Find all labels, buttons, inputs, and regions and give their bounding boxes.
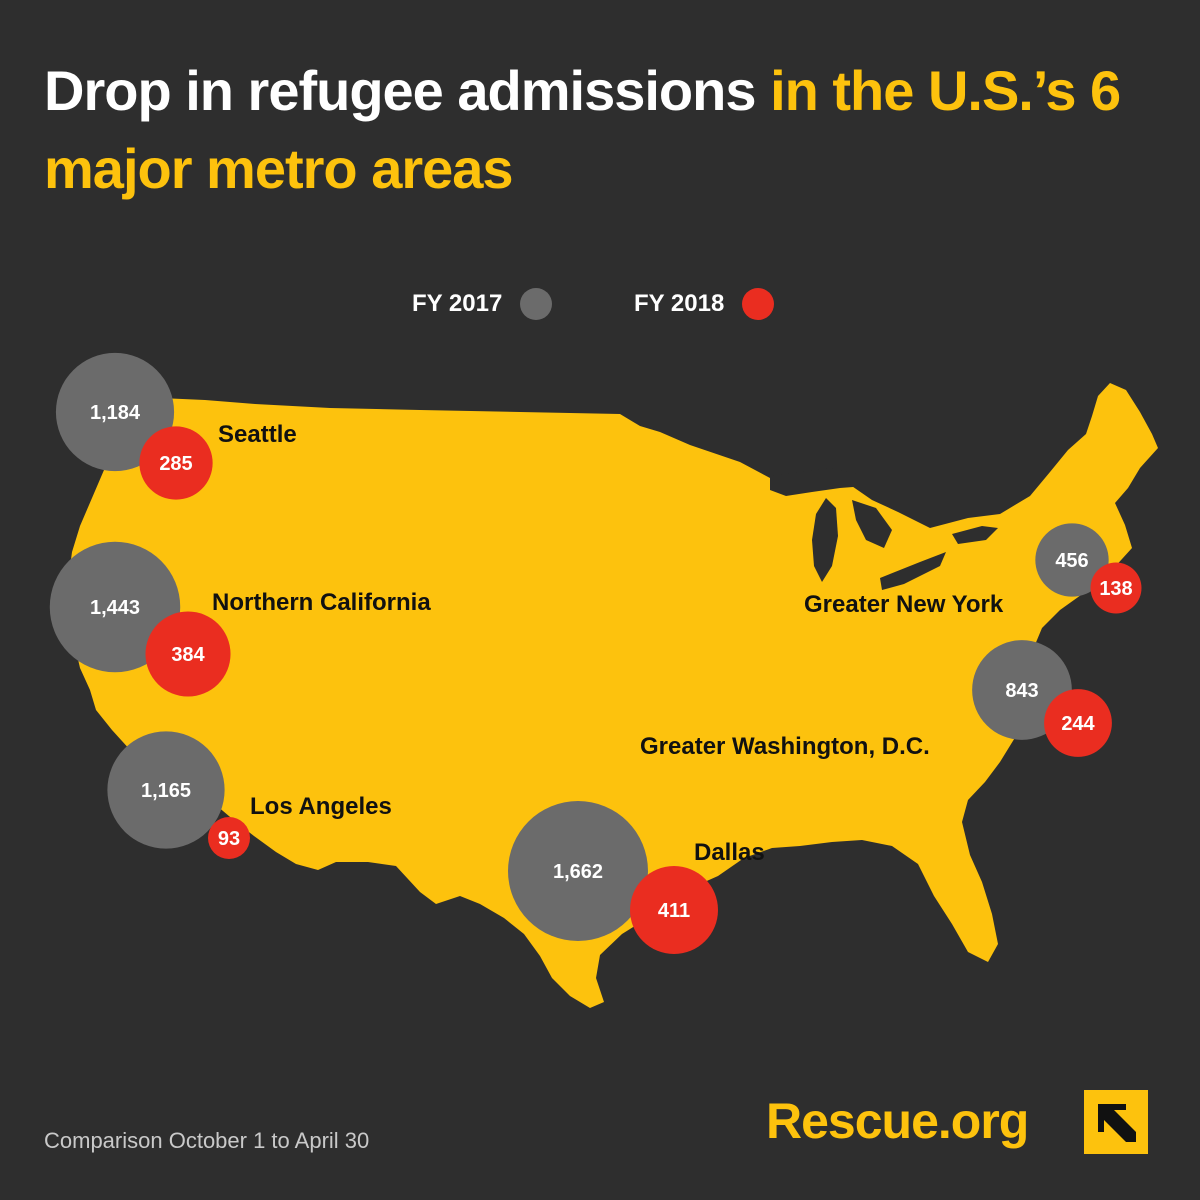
bubble-fy2018-seattle	[139, 426, 213, 500]
metro-label-greater-washington-d-c: Greater Washington, D.C.	[640, 733, 930, 760]
bubble-fy2018-los-angeles	[208, 817, 250, 859]
value-fy2018-seattle: 285	[159, 453, 192, 475]
value-fy2017-greater-washington-d-c: 843	[1005, 680, 1038, 702]
metro-label-los-angeles: Los Angeles	[250, 793, 392, 820]
page-title: Drop in refugee admissions in the U.S.’s…	[44, 52, 1144, 208]
value-fy2017-los-angeles: 1,165	[141, 780, 191, 802]
title-yellow: in the U.S.’s 6 major metro areas	[44, 59, 1121, 200]
bubble-fy2018-dallas	[630, 866, 718, 954]
metro-label-northern-california: Northern California	[212, 589, 431, 616]
value-fy2018-los-angeles: 93	[218, 828, 240, 850]
bubble-fy2017-northern-california	[49, 541, 181, 673]
value-fy2018-northern-california: 384	[171, 644, 205, 666]
legend-swatch-fy2017	[520, 288, 553, 320]
legend-label-fy2018: FY 2018	[634, 290, 725, 317]
value-fy2018-greater-new-york: 138	[1099, 578, 1132, 600]
metro-label-greater-new-york: Greater New York	[804, 591, 1004, 618]
value-fy2017-greater-new-york: 456	[1055, 550, 1088, 572]
legend-item-fy2018: FY 2018	[634, 288, 775, 320]
legend-label-fy2017: FY 2017	[412, 290, 503, 317]
bubble-fy2018-greater-new-york	[1090, 562, 1142, 614]
value-fy2018-greater-washington-d-c: 244	[1061, 713, 1095, 735]
lake-huron	[852, 500, 892, 548]
bubble-fy2018-greater-washington-d-c	[1044, 689, 1112, 757]
bubble-fy2017-los-angeles	[107, 731, 225, 849]
lake-superior	[770, 468, 866, 496]
irc-logo-icon	[1084, 1090, 1148, 1154]
value-fy2017-seattle: 1,184	[90, 402, 141, 424]
lake-ontario	[952, 526, 998, 544]
legend-item-fy2017: FY 2017	[412, 288, 553, 320]
bubble-fy2017-seattle	[55, 352, 175, 472]
brand-link[interactable]: Rescue.org	[766, 1093, 1029, 1149]
bubble-fy2018-northern-california	[145, 611, 231, 697]
lake-michigan	[812, 498, 838, 582]
lake-erie	[880, 552, 946, 590]
value-fy2018-dallas: 411	[658, 900, 690, 922]
footnote: Comparison October 1 to April 30	[44, 1128, 370, 1153]
legend: FY 2017 FY 2018	[0, 288, 1200, 328]
title-white: Drop in refugee admissions	[44, 59, 756, 122]
legend-swatch-fy2018	[742, 288, 775, 320]
arrow-icon	[1098, 1104, 1136, 1142]
bubble-layer: 1,184 285 Seattle 1,443 384 Northern Californ…	[49, 352, 1142, 954]
metro-label-dallas: Dallas	[694, 839, 765, 866]
bubble-fy2017-dallas	[508, 801, 648, 941]
bubble-fy2017-greater-new-york	[1035, 523, 1109, 597]
metro-label-seattle: Seattle	[218, 421, 297, 448]
value-fy2017-dallas: 1,662	[553, 861, 603, 883]
value-fy2017-northern-california: 1,443	[90, 597, 140, 619]
